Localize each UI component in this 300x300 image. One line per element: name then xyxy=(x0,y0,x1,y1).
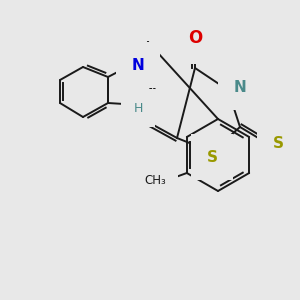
Text: H: H xyxy=(239,71,249,85)
Text: N: N xyxy=(234,80,246,94)
Text: O: O xyxy=(188,29,202,47)
Text: S: S xyxy=(272,136,284,151)
Text: CH₃: CH₃ xyxy=(144,175,166,188)
Text: N: N xyxy=(132,58,144,73)
Text: H: H xyxy=(133,101,143,115)
Text: S: S xyxy=(206,149,218,164)
